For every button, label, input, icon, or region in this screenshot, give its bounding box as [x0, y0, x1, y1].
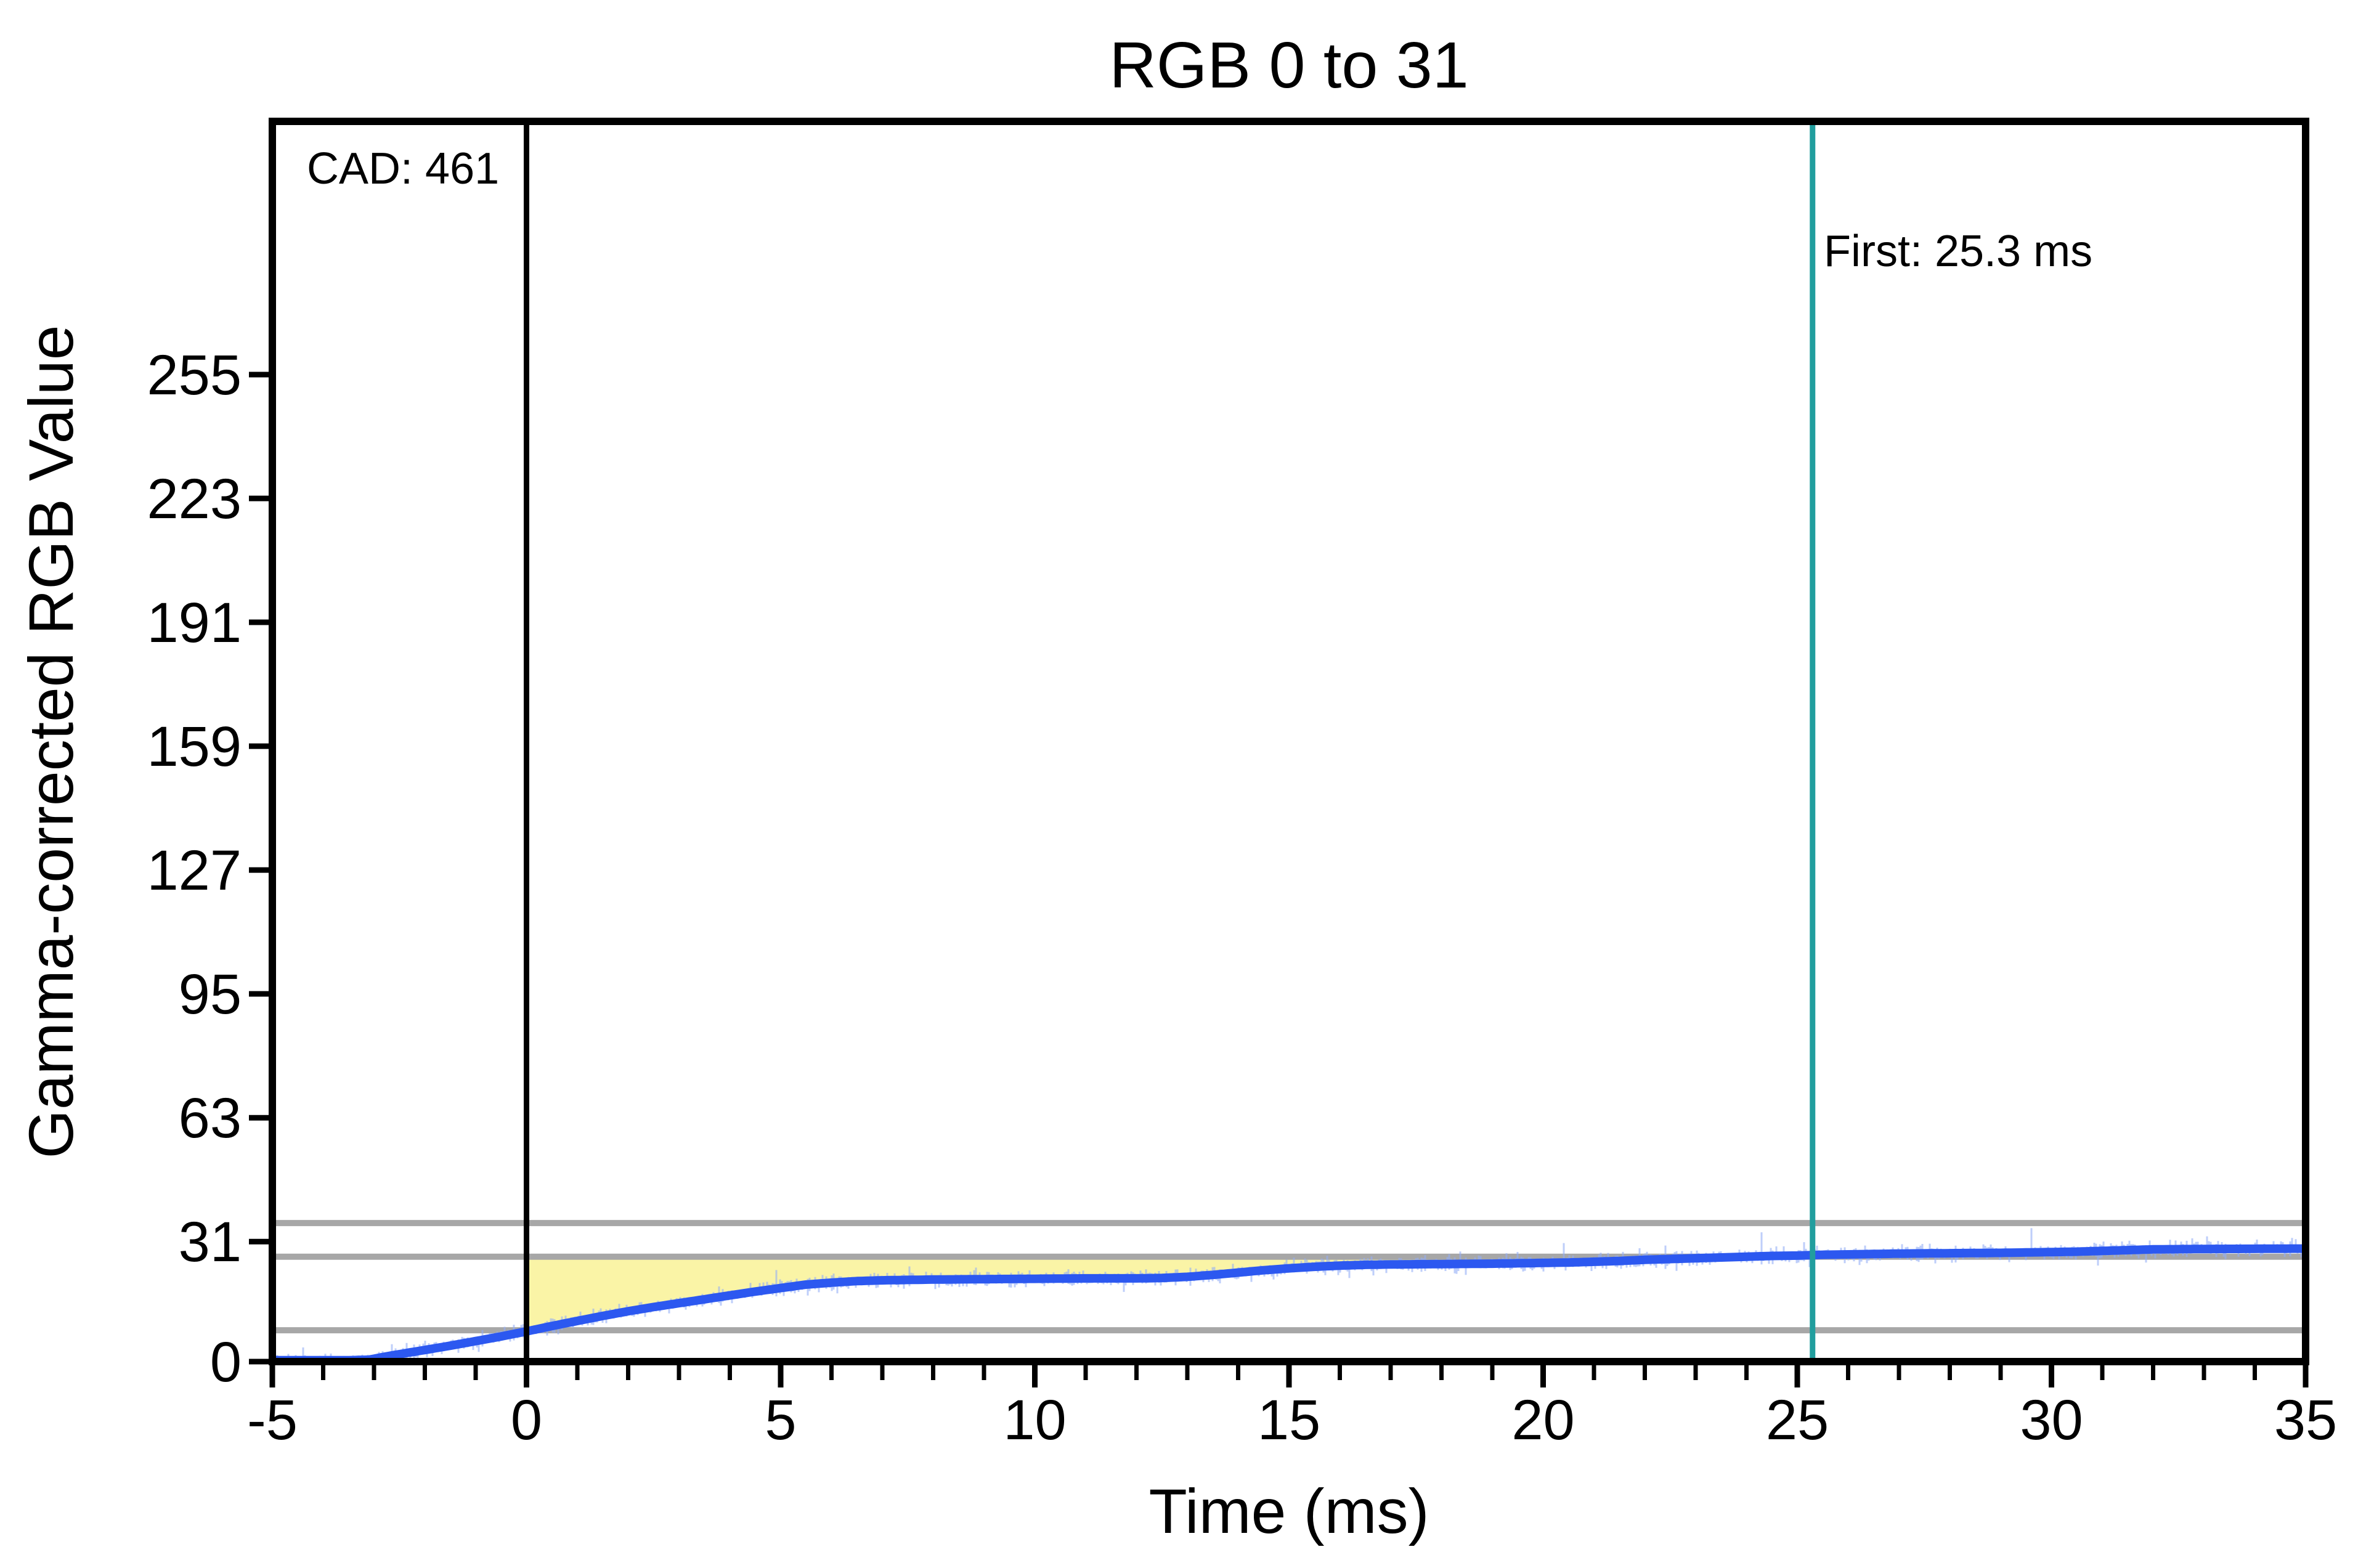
x-tick-label-20: 20: [1511, 1389, 1574, 1452]
x-axis-title: Time (ms): [1148, 1476, 1429, 1546]
plot-border: [269, 118, 2309, 1365]
y-axis-title: Gamma-corrected RGB Value: [16, 325, 86, 1159]
y-tick-labels: 0 31 63 95 127 159 191 223 255: [147, 344, 242, 1394]
y-tick-label-95: 95: [179, 963, 242, 1026]
y-axis-ticks: [249, 372, 271, 1365]
y-tick-label-223: 223: [147, 468, 242, 530]
smoothed-response-path: [272, 1244, 2306, 1362]
x-tick-label-15: 15: [1258, 1389, 1320, 1452]
x-tick-label-30: 30: [2020, 1389, 2083, 1452]
y-tick-label-191: 191: [147, 591, 242, 654]
x-tick-label-25: 25: [1766, 1389, 1829, 1452]
x-tick-label-35: 35: [2274, 1389, 2337, 1452]
x-tick-label--5: -5: [247, 1389, 298, 1452]
first-response-annotation: First: 25.3 ms: [1824, 227, 2092, 276]
y-tick-label-159: 159: [147, 715, 242, 778]
response-curve: [272, 1244, 2306, 1362]
cad-annotation: CAD: 461: [307, 144, 499, 193]
cad-area-polygon: [526, 1256, 1747, 1331]
x-axis-ticks: [269, 1365, 2309, 1387]
x-tick-label-10: 10: [1003, 1389, 1066, 1452]
x-tick-label-5: 5: [765, 1389, 796, 1452]
y-tick-label-31: 31: [179, 1211, 242, 1273]
y-tick-label-255: 255: [147, 344, 242, 407]
x-tick-labels: -5 0 5 10 15 20 25 30 35: [247, 1389, 2337, 1452]
chart-title: RGB 0 to 31: [1109, 29, 1468, 102]
x-tick-label-0: 0: [511, 1389, 542, 1452]
cad-area-fill: [526, 1256, 1747, 1331]
y-tick-label-63: 63: [179, 1087, 242, 1150]
y-tick-label-127: 127: [147, 839, 242, 902]
event-lines: [524, 121, 1816, 1362]
y-tick-label-0: 0: [210, 1331, 242, 1394]
